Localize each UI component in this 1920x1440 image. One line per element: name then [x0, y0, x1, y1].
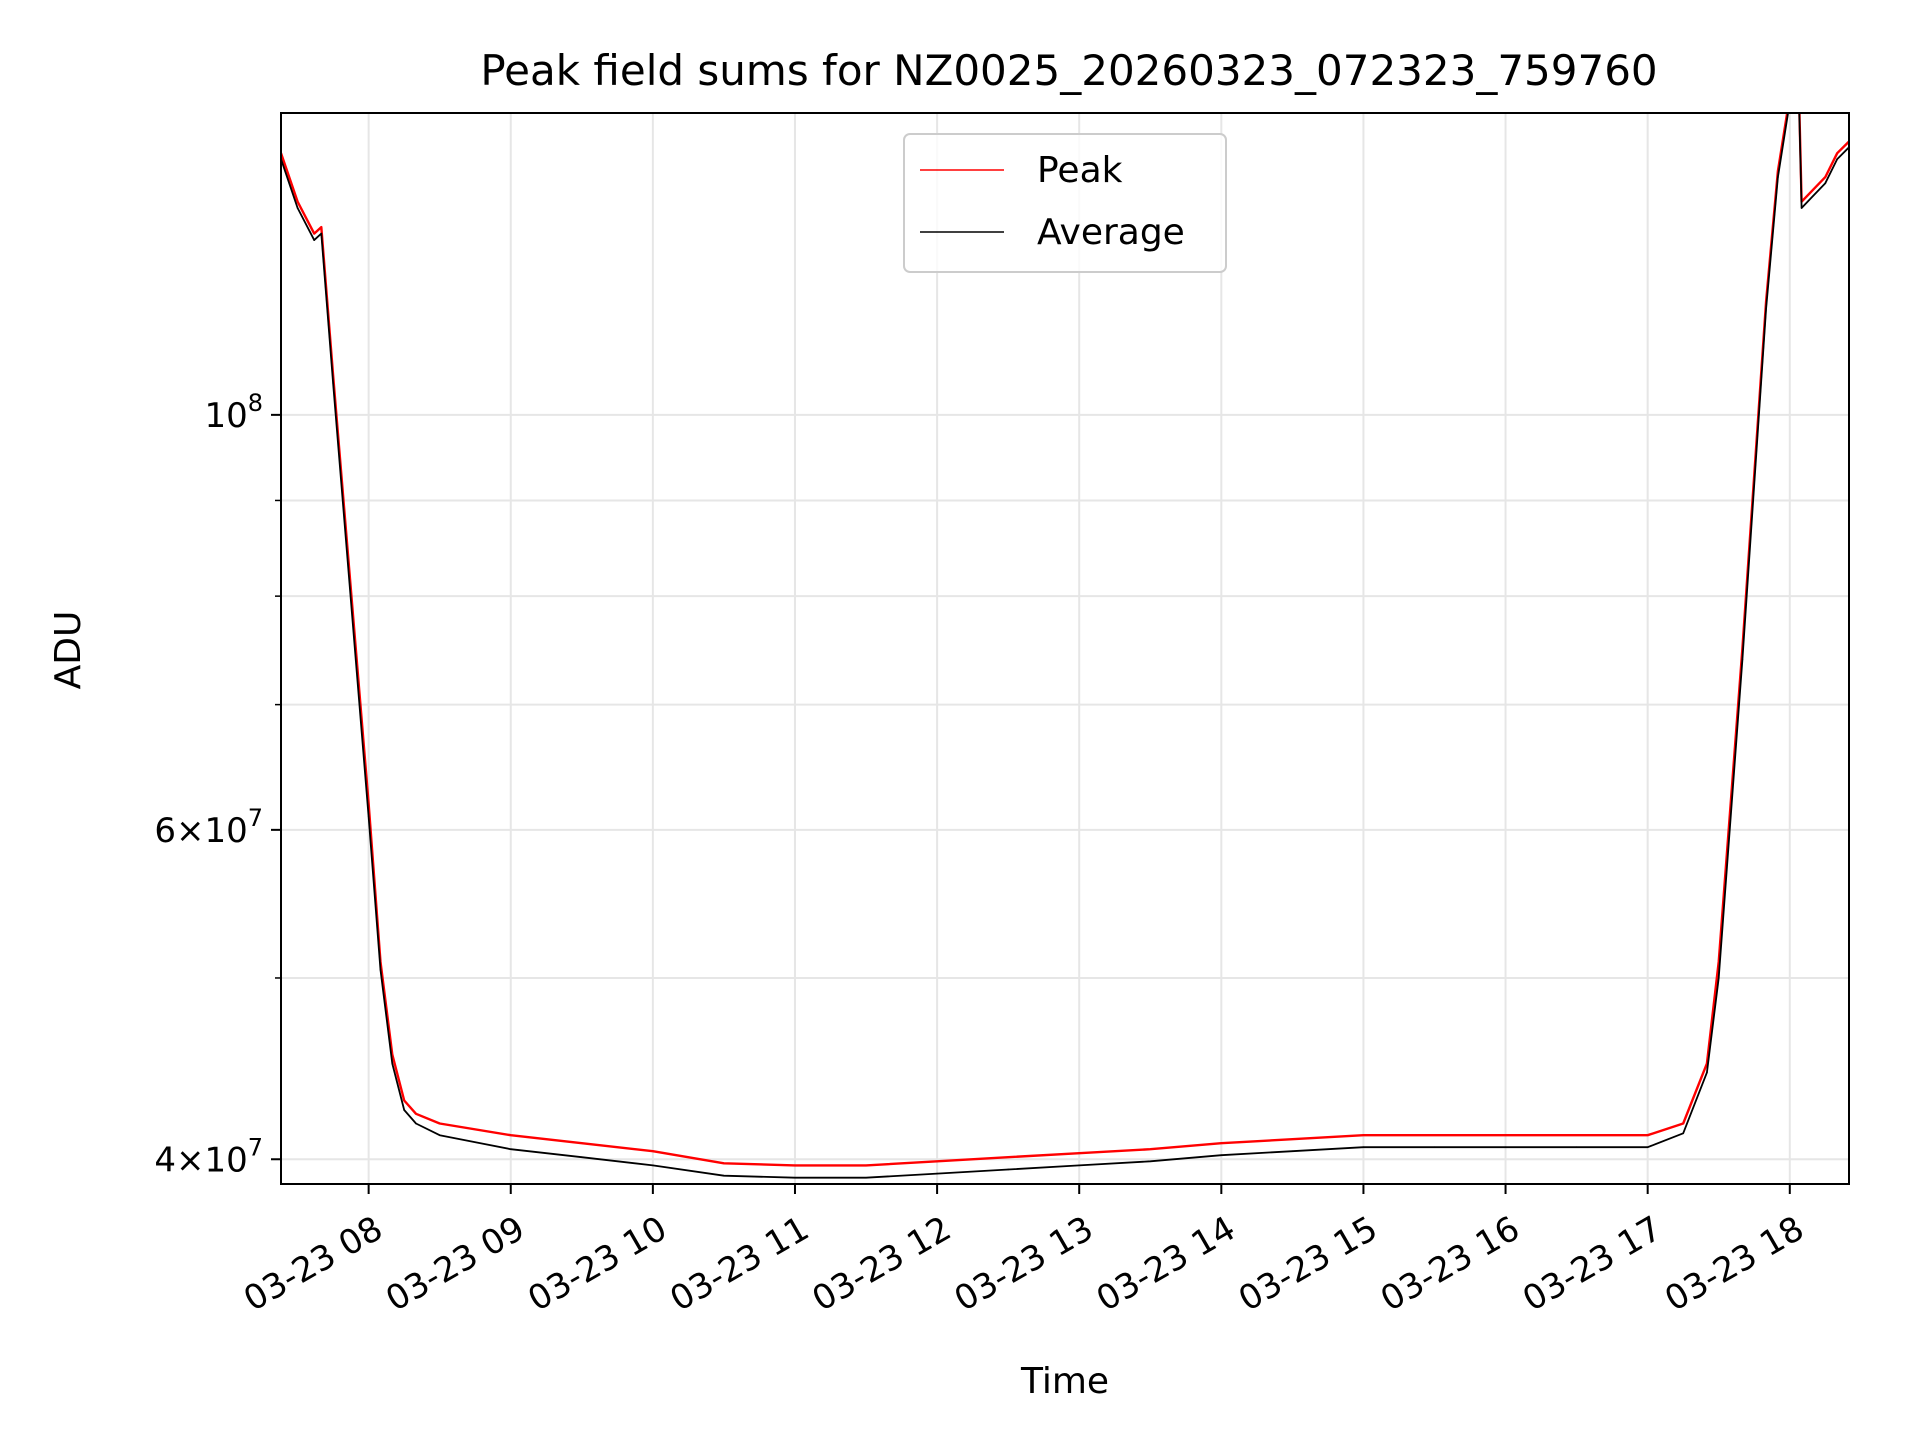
data-point-average [1836, 158, 1838, 160]
data-point-peak [936, 1160, 938, 1163]
axes-frame [280, 112, 1850, 1185]
data-point-peak [865, 1164, 867, 1167]
data-point-average [1646, 1146, 1649, 1148]
data-point-average [1800, 207, 1803, 209]
data-point-peak [438, 1122, 441, 1125]
data-point-peak [1575, 1134, 1578, 1137]
legend: Peak Average [903, 133, 1227, 273]
data-point-peak [1433, 1134, 1436, 1137]
data-point-average [1706, 1071, 1708, 1074]
data-point-average [1291, 1150, 1294, 1152]
data-point-average [936, 1172, 938, 1175]
series-line-average [281, 113, 1849, 1179]
data-point-peak [723, 1162, 725, 1165]
data-point-peak [313, 232, 315, 235]
data-point-average [1504, 1146, 1507, 1148]
data-point-peak [320, 226, 323, 228]
data-point-average [1433, 1146, 1436, 1148]
data-point-peak [1078, 1152, 1081, 1154]
data-point-peak [296, 200, 299, 203]
data-point-average [1575, 1146, 1578, 1148]
data-point-average [415, 1122, 417, 1125]
data-point-average [1007, 1168, 1009, 1171]
data-point-average [1812, 194, 1815, 197]
grid [281, 113, 1849, 1184]
data-point-average [1777, 176, 1779, 178]
data-point-average [367, 815, 370, 818]
y-axis: 4×107 6×107 108 [154, 389, 281, 1180]
data-point-average [652, 1164, 654, 1167]
data-point-average [332, 382, 334, 384]
data-point-peak [1504, 1134, 1507, 1137]
data-point-average [1765, 307, 1767, 310]
data-point-average [1682, 1132, 1684, 1135]
data-point-peak [1682, 1122, 1684, 1125]
y-tick-exponent: 7 [248, 804, 263, 832]
data-point-average [509, 1148, 512, 1150]
data-point-peak [1836, 152, 1838, 154]
data-point-average [438, 1134, 441, 1137]
data-point-peak [1812, 188, 1815, 191]
data-point-average [1078, 1164, 1081, 1167]
y-tick-label: 108 [204, 389, 263, 436]
data-point-average [320, 232, 323, 235]
data-point-average [379, 969, 382, 971]
y-tick-label: 6×107 [154, 804, 263, 851]
data-point-peak [581, 1142, 583, 1144]
legend-label-average: Average [1037, 212, 1185, 253]
data-point-peak [1149, 1148, 1152, 1150]
series-line-peak [281, 113, 1849, 1167]
chart-title: Peak field sums for NZ0025_20260323_0723… [480, 46, 1657, 95]
data-point-average [865, 1176, 867, 1179]
data-point-average [391, 1062, 394, 1065]
data-point-peak [794, 1164, 796, 1167]
y-tick-exponent: 8 [248, 389, 263, 417]
data-point-average [1362, 1146, 1365, 1148]
data-point-peak [1646, 1134, 1649, 1137]
data-point-peak [1291, 1138, 1294, 1140]
data-point-peak [1824, 176, 1827, 178]
data-point-average [794, 1176, 796, 1179]
data-point-peak [652, 1150, 654, 1152]
legend-box [903, 133, 1227, 273]
data-point-average [313, 239, 315, 241]
legend-label-peak: Peak [1037, 150, 1123, 191]
data-point-peak [1220, 1142, 1223, 1144]
data-point-average [723, 1174, 725, 1177]
data-point-peak [509, 1134, 512, 1137]
data-point-peak [1362, 1134, 1365, 1137]
x-axis-label: Time [1020, 1361, 1109, 1402]
y-tick-label: 4×107 [154, 1133, 263, 1180]
y-axis-label: ADU [48, 611, 89, 690]
data-point-average [1717, 977, 1720, 979]
y-tick-exponent: 7 [248, 1133, 263, 1161]
data-point-average [581, 1156, 583, 1159]
data-point-average [403, 1109, 405, 1111]
data-point-average [1741, 658, 1744, 661]
data-point-peak [403, 1099, 405, 1102]
data-point-average [1149, 1160, 1152, 1163]
data-point-peak [1007, 1156, 1009, 1159]
data-point-average [1220, 1154, 1223, 1157]
data-point-average [1824, 182, 1827, 184]
data-point-average [296, 207, 299, 209]
data-point-peak [415, 1113, 417, 1115]
